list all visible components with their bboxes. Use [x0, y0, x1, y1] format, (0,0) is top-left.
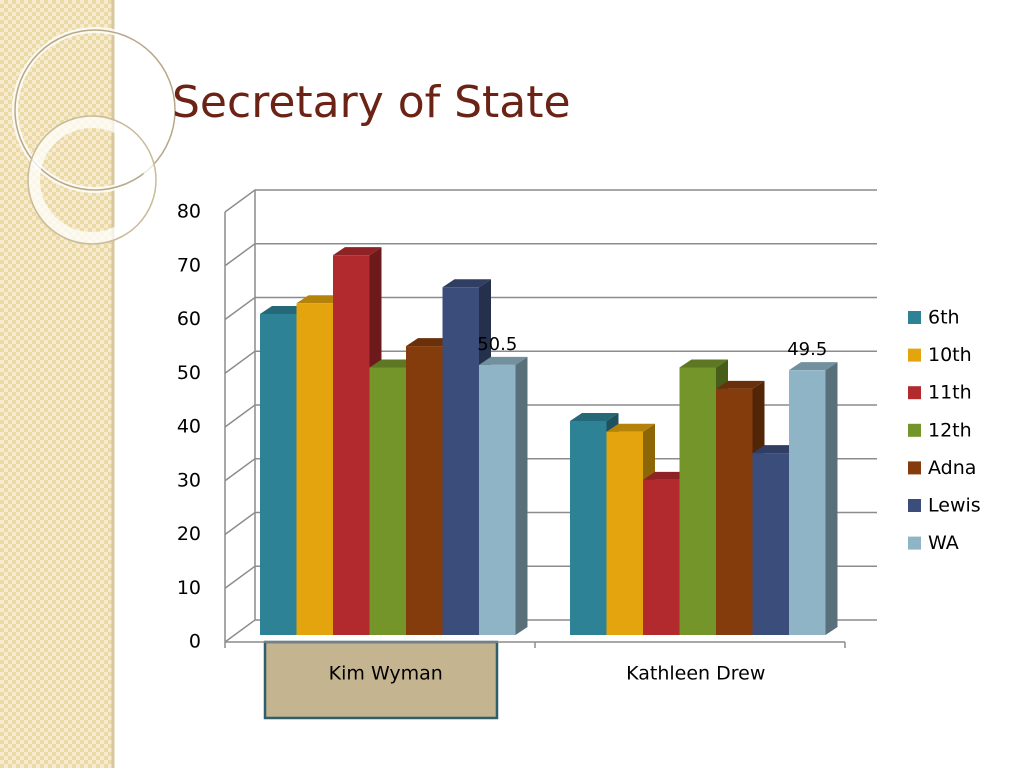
bar-top [716, 380, 765, 389]
bar-top [406, 338, 455, 347]
bar-front [369, 367, 406, 635]
bar-side [825, 362, 838, 635]
deco-ring [27, 115, 157, 245]
bar-top [752, 445, 801, 454]
bar-front [406, 346, 443, 635]
legend-label: Lewis [928, 495, 981, 517]
bar-top [369, 359, 418, 368]
bar-front [570, 421, 607, 635]
y-tick-label: 20 [177, 523, 201, 545]
x-tick-label: Kim Wyman [329, 663, 443, 685]
legend-swatch [908, 461, 921, 475]
grid-line [224, 296, 877, 321]
plot: 0 10 20 30 40 50 60 70 80 Kim Wyman 50.5 Kathleen D… [177, 189, 981, 685]
legend-swatch [908, 386, 921, 400]
bar-front [643, 479, 680, 635]
grid-line [224, 458, 877, 482]
bar-top [570, 413, 619, 421]
legend-label: WA [928, 532, 959, 554]
y-tick-label: 30 [177, 469, 201, 491]
bar-front [260, 314, 297, 635]
y-tick-label: 40 [177, 416, 201, 438]
bar-front [479, 364, 516, 635]
bar-front [442, 287, 479, 635]
legend-swatch [908, 423, 921, 437]
y-tick-label: 0 [189, 631, 201, 653]
y-tick-label: 50 [177, 362, 201, 384]
bar-top [643, 471, 692, 480]
bar-top [606, 423, 655, 432]
grid-line [224, 243, 877, 267]
bar-front [716, 388, 753, 635]
legend-swatch [908, 348, 921, 362]
y-tick-label: 80 [177, 201, 201, 223]
bar [789, 362, 838, 635]
grid-line [224, 404, 877, 428]
bar-top [479, 356, 528, 365]
bar-front [333, 255, 370, 635]
legend-swatch [908, 311, 921, 324]
legend-label: 10th [928, 344, 972, 366]
deco-circle [14, 29, 176, 191]
bar-top [296, 295, 345, 304]
bar [479, 356, 528, 635]
y-tick-label: 60 [177, 308, 201, 330]
bar-top [442, 279, 491, 288]
bar-top [679, 359, 728, 368]
bar-top [260, 306, 309, 314]
deco-ring [28, 116, 156, 244]
slide-title: Secretary of State [172, 77, 571, 128]
grid-line [224, 350, 877, 374]
legend-label: 6th [928, 307, 960, 329]
bar-side [515, 356, 528, 635]
bar-top [789, 362, 838, 371]
y-tick-label: 10 [177, 577, 201, 599]
legend-label: Adna [928, 457, 976, 479]
bar-front [752, 453, 789, 635]
data-label: 50.5 [477, 334, 517, 355]
bar-front [606, 431, 643, 635]
grid-line [224, 189, 877, 213]
bar-top [333, 247, 382, 256]
bar-front [789, 370, 826, 635]
data-label: 49.5 [787, 339, 827, 360]
y-tick-label: 70 [177, 254, 201, 276]
legend-label: 12th [928, 419, 972, 441]
bar-front [296, 303, 333, 635]
highlight-box [263, 640, 499, 720]
legend-swatch [908, 499, 921, 512]
legend-label: 11th [928, 382, 972, 404]
bar-front [679, 367, 716, 635]
x-tick-label: Kathleen Drew [626, 663, 765, 685]
legend-swatch [908, 536, 921, 550]
